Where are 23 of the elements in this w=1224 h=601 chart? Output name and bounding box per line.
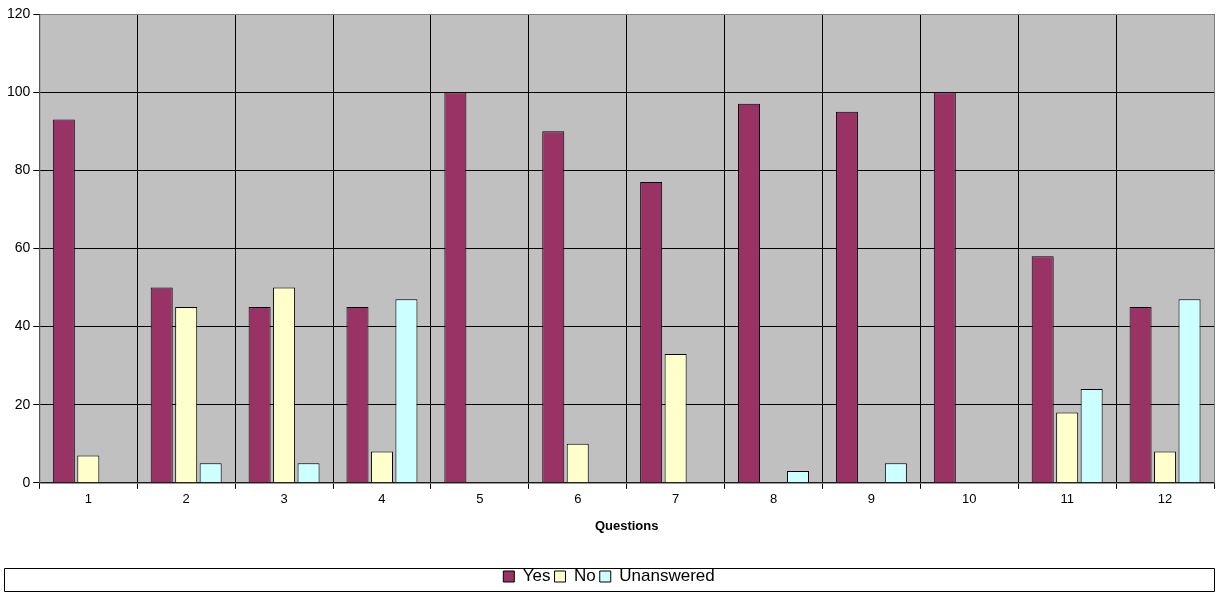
legend-label: No	[574, 566, 596, 586]
x-axis-title: Questions	[594, 517, 659, 533]
x-tick-label: 6	[574, 491, 582, 507]
x-tick-label: 8	[769, 491, 778, 507]
y-tick-label: 80	[14, 161, 31, 178]
x-tick-label: 3	[280, 491, 288, 507]
y-tick-label: 40	[14, 317, 31, 334]
y-tick-label: 60	[14, 239, 31, 256]
x-tick-label: 7	[672, 491, 680, 507]
y-tick-label: 120	[7, 4, 31, 21]
legend-label: Unanswered	[619, 566, 715, 586]
legend-label: Yes	[522, 566, 551, 586]
x-tick-label: 9	[867, 491, 876, 507]
x-tick-label: 4	[378, 491, 386, 507]
y-tick-label: 0	[22, 473, 31, 490]
x-tick-label: 5	[476, 491, 484, 507]
x-tick-label: 12	[1157, 491, 1173, 507]
x-tick-label: 2	[182, 491, 190, 507]
y-tick-label: 20	[14, 395, 31, 412]
x-tick-label: 1	[84, 491, 92, 507]
x-tick-label: 11	[1060, 491, 1074, 507]
y-tick-label: 100	[7, 82, 31, 99]
x-tick-label: 10	[962, 491, 977, 507]
